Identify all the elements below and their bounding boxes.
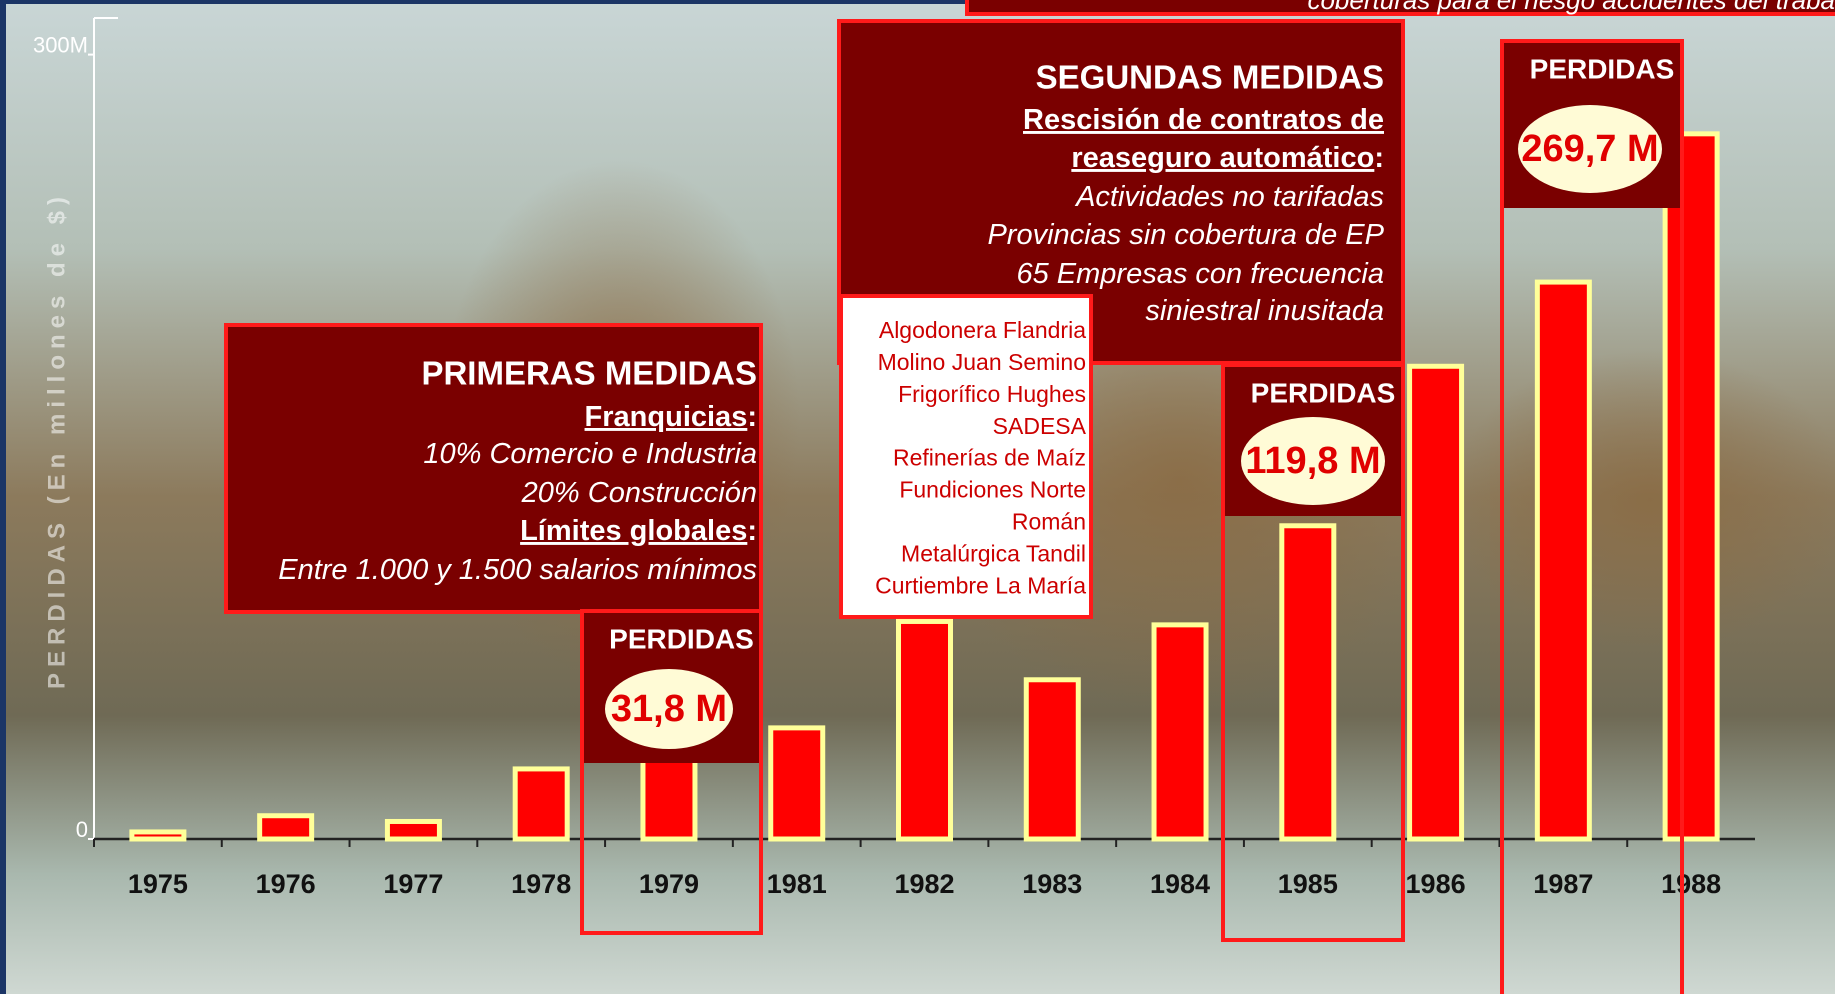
measures-item: Actividades no tarifadas [1074, 181, 1384, 213]
companies-box [839, 294, 1093, 619]
x-tick-label: 1981 [767, 869, 827, 899]
bar [129, 829, 187, 842]
company: Refinerías de Maíz [893, 445, 1086, 471]
company: Fundiciones Norte [899, 477, 1086, 503]
company: Curtiembre La María [875, 572, 1086, 598]
bar [1662, 131, 1720, 842]
x-tick-label: 1982 [894, 869, 954, 899]
callout-bubble [605, 669, 733, 749]
heading-text: Rescisión de contratos de [1023, 104, 1384, 136]
measures-item: 20% Construcción [521, 477, 757, 509]
value-label: 269,7 M [1521, 128, 1658, 170]
measures-item: 10% Comercio e Industria [423, 438, 757, 470]
measures-item: 65 Empresas con frecuencia [1016, 258, 1384, 290]
x-tick-label: 1985 [1278, 869, 1338, 899]
measures-heading: Rescisión de contratos de [1023, 104, 1384, 136]
company: Román [1012, 508, 1086, 534]
item-text: siniestral inusitada [1145, 295, 1384, 327]
note-box [965, 0, 1835, 16]
background-coins [1450, 350, 1835, 650]
company: Metalúrgica Tandil [901, 540, 1086, 566]
bar [1407, 363, 1465, 842]
callout-bubble [1518, 105, 1662, 193]
bar [1534, 279, 1592, 842]
bar [384, 818, 442, 842]
measures-item: Entre 1.000 y 1.500 salarios mínimos [278, 554, 757, 586]
callout-bubble [1241, 417, 1385, 505]
x-tick-label: 1984 [1150, 869, 1210, 899]
x-tick-label: 1975 [128, 869, 188, 899]
callout-heading: PERDIDAS [1530, 53, 1675, 84]
bar [640, 753, 698, 842]
measures-heading: reaseguro automático: [1071, 142, 1384, 174]
value-label: 31,8 M [611, 688, 727, 730]
callout-heading: PERDIDAS [609, 623, 754, 654]
bar [257, 813, 315, 842]
item-text: Provincias sin cobertura de EP [987, 219, 1384, 251]
heading-text: Franquicias [585, 401, 748, 433]
bar [512, 766, 570, 842]
measures-heading: Límites globales: [520, 515, 757, 547]
x-tick-label: 1979 [639, 869, 699, 899]
x-tick-label: 1983 [1022, 869, 1082, 899]
frame-edge [0, 0, 1835, 4]
callout-frame [580, 609, 763, 935]
company: SADESA [993, 413, 1087, 439]
bar [1279, 523, 1337, 842]
x-tick-label: 1977 [383, 869, 443, 899]
item-text: 65 Empresas con frecuencia [1016, 258, 1384, 290]
bar [896, 618, 953, 842]
item-text: Actividades no tarifadas [1074, 181, 1384, 213]
callout-frame [1500, 39, 1684, 994]
bar [1151, 622, 1209, 842]
y-axis-title: PERDIDAS (En millones de $) [43, 191, 70, 689]
measures-heading: Franquicias: [585, 401, 757, 433]
company: Molino Juan Semino [878, 349, 1086, 375]
top-note: coberturas para el riesgo accidentes del… [1307, 0, 1835, 15]
bar [768, 725, 826, 842]
heading-text: Límites globales [520, 515, 747, 547]
value-label: 119,8 M [1245, 440, 1380, 482]
x-tick-label: 1978 [511, 869, 571, 899]
measures-item: siniestral inusitada [1145, 295, 1384, 327]
company: Algodonera Flandria [879, 317, 1086, 343]
heading-text: reaseguro automático [1071, 142, 1374, 174]
callout-heading: PERDIDAS [1251, 377, 1396, 408]
item-text: 10% Comercio e Industria [423, 438, 757, 470]
plot: PERDIDAS (En millones de $) coberturas pa… [33, 0, 1835, 994]
x-tick-label: 1987 [1533, 869, 1593, 899]
x-tick-label: 1976 [256, 869, 316, 899]
x-tick-label: 1988 [1661, 869, 1721, 899]
heading-suffix: : [1374, 142, 1384, 174]
measures-title: SEGUNDAS MEDIDAS [1036, 59, 1384, 96]
bar [1023, 677, 1081, 842]
y-tick-label: 0 [76, 817, 88, 842]
heading-suffix: : [747, 401, 757, 433]
measures-item: Provincias sin cobertura de EP [987, 219, 1384, 251]
company: Frigorífico Hughes [898, 381, 1086, 407]
measures-box [224, 323, 763, 614]
callout-frame [1221, 363, 1405, 942]
item-text: Entre 1.000 y 1.500 salarios mínimos [278, 554, 757, 586]
y-tick-label: 300M [33, 32, 88, 57]
x-tick-label: 1986 [1406, 869, 1466, 899]
heading-suffix: : [747, 515, 757, 547]
measures-title: PRIMERAS MEDIDAS [421, 355, 757, 392]
frame-edge [0, 0, 6, 994]
item-text: 20% Construcción [521, 477, 757, 509]
